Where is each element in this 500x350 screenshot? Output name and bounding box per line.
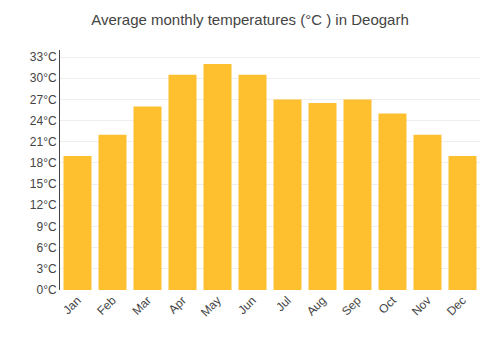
svg-text:Jun: Jun <box>235 293 259 317</box>
svg-text:0°C: 0°C <box>36 283 56 297</box>
svg-text:6°C: 6°C <box>36 241 56 255</box>
svg-text:Mar: Mar <box>129 293 154 318</box>
svg-text:18°C: 18°C <box>30 156 57 170</box>
svg-text:30°C: 30°C <box>30 71 57 85</box>
svg-text:Nov: Nov <box>409 293 434 318</box>
svg-text:Average monthly temperatures (: Average monthly temperatures (°C ) in De… <box>91 11 409 28</box>
svg-text:Jan: Jan <box>60 293 84 317</box>
svg-text:Aug: Aug <box>304 293 329 318</box>
svg-text:21°C: 21°C <box>30 135 57 149</box>
svg-text:Feb: Feb <box>94 293 119 318</box>
svg-text:Sep: Sep <box>339 293 364 318</box>
svg-text:24°C: 24°C <box>30 114 57 128</box>
svg-text:3°C: 3°C <box>36 262 56 276</box>
svg-text:27°C: 27°C <box>30 93 57 107</box>
svg-text:15°C: 15°C <box>30 177 57 191</box>
svg-text:12°C: 12°C <box>30 198 57 212</box>
svg-text:9°C: 9°C <box>36 220 56 234</box>
svg-text:Dec: Dec <box>444 293 469 318</box>
svg-text:Oct: Oct <box>376 293 400 317</box>
svg-text:33°C: 33°C <box>30 50 57 64</box>
svg-text:May: May <box>198 293 224 319</box>
svg-text:Apr: Apr <box>166 293 189 316</box>
svg-text:Jul: Jul <box>273 293 294 314</box>
